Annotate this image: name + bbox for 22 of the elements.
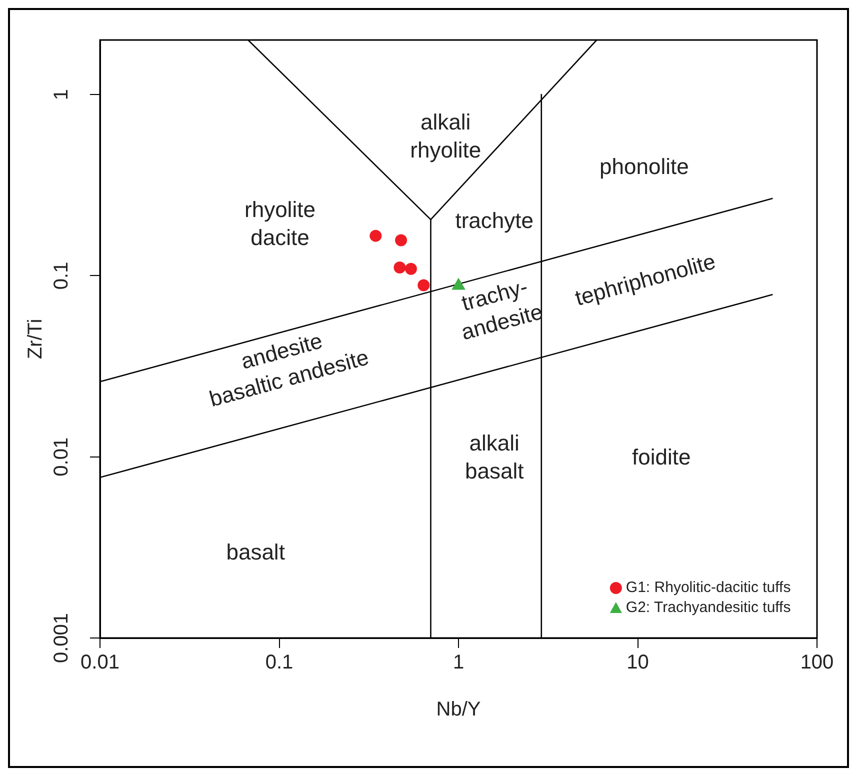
y-axis-title: Zr/Ti <box>24 318 47 360</box>
y-tick-label: 0.1 <box>50 262 72 290</box>
annotation: alkali rhyolite <box>410 110 482 163</box>
legend-label: G1: Rhyolitic-dacitic tuffs <box>626 579 791 596</box>
annotation: basalt <box>226 540 285 565</box>
annotation: trachyte <box>455 208 534 233</box>
annotation: alkali basalt <box>464 430 524 484</box>
y-tick-label: 0.01 <box>50 437 72 476</box>
x-tick-label: 0.1 <box>265 652 294 674</box>
annotation: rhyolite dacite <box>244 196 316 250</box>
y-tick-label: 0.001 <box>50 612 72 664</box>
x-tick-label: 10 <box>626 652 649 674</box>
x-axis-title: Nb/Y <box>436 698 481 721</box>
annotation: foidite <box>632 444 691 470</box>
annotation: andesite basaltic andesite <box>206 328 372 412</box>
annotation: trachy- andesite <box>458 274 546 345</box>
legend-label: G2: Trachyandesitic tuffs <box>626 599 791 616</box>
x-tick-label: 100 <box>800 652 834 674</box>
annotation: phonolite <box>600 154 689 180</box>
y-tick-label: 1 <box>50 88 72 100</box>
x-tick-label: 1 <box>452 652 464 674</box>
x-tick-label: 0.01 <box>80 652 120 674</box>
